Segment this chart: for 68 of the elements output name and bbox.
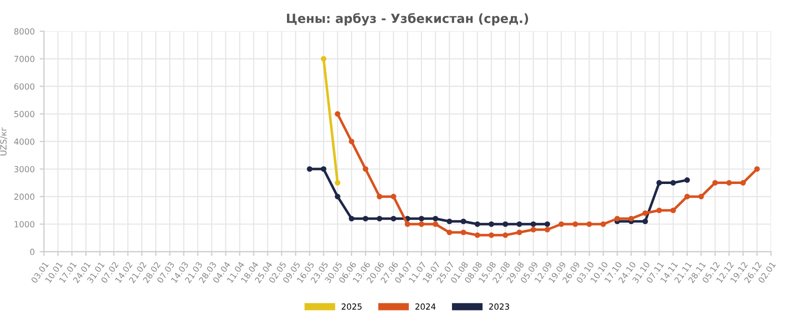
point [460, 218, 466, 224]
point [362, 166, 368, 172]
point [334, 180, 340, 186]
point [628, 216, 634, 222]
point [432, 216, 438, 222]
y-tick-label: 1000 [14, 221, 34, 228]
legend-label: 2023 [489, 303, 510, 310]
point [474, 221, 480, 227]
point [502, 221, 508, 227]
legend-label: 2025 [342, 303, 362, 310]
point [362, 216, 368, 222]
point [614, 216, 620, 222]
point [390, 194, 396, 200]
point [488, 221, 494, 227]
point [544, 221, 550, 227]
point [684, 177, 690, 183]
point [754, 166, 760, 172]
point [572, 221, 578, 227]
y-tick-label: 4000 [14, 138, 34, 145]
point [376, 216, 382, 222]
point [544, 226, 550, 232]
y-tick-label: 7000 [14, 56, 34, 62]
point [474, 232, 480, 238]
point [600, 221, 606, 227]
point [516, 221, 522, 227]
y-tick-label: 0 [30, 248, 34, 255]
point [642, 218, 648, 224]
point [334, 111, 340, 117]
point [418, 221, 424, 227]
point [446, 218, 452, 224]
point [726, 180, 732, 186]
point [348, 216, 354, 222]
point [404, 221, 410, 227]
point [712, 180, 718, 186]
y-tick-label: 8000 [14, 28, 34, 35]
point [670, 180, 676, 186]
point [530, 226, 536, 232]
point [642, 210, 648, 216]
point [376, 194, 382, 200]
point [390, 216, 396, 222]
point [740, 180, 746, 186]
point [320, 56, 326, 62]
chart-title: Цены: арбуз - Узбекистан (сред.) [286, 13, 528, 26]
legend-label: 2024 [415, 303, 436, 310]
point [418, 216, 424, 222]
point [698, 194, 704, 200]
point [348, 138, 354, 144]
point [446, 230, 452, 236]
point [656, 180, 662, 186]
point [530, 221, 536, 227]
y-tick-label: 5000 [14, 110, 34, 118]
point [306, 166, 312, 172]
y-tick-label: 6000 [14, 83, 34, 90]
point [334, 194, 340, 200]
point [656, 208, 662, 214]
point [488, 232, 494, 238]
y-axis-title: UZS/кг [0, 127, 8, 156]
point [684, 194, 690, 200]
point [460, 230, 466, 236]
point [670, 208, 676, 214]
point [586, 221, 592, 227]
point [516, 230, 522, 236]
point [320, 166, 326, 172]
point [558, 221, 564, 227]
point [432, 221, 438, 227]
point [502, 232, 508, 238]
y-tick-label: 3000 [14, 166, 34, 172]
y-tick-label: 2000 [14, 194, 34, 200]
